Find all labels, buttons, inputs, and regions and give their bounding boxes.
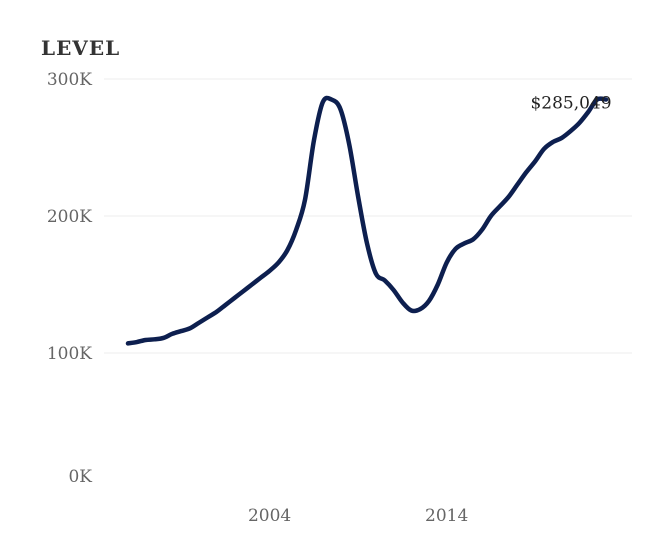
y-tick-label: 300K bbox=[47, 70, 92, 90]
x-tick-label: 2004 bbox=[248, 506, 291, 526]
end-value-label: $285,049 bbox=[530, 93, 611, 113]
x-axis-ticks: 2004 2014 bbox=[248, 506, 468, 526]
y-tick-label: 0K bbox=[68, 467, 92, 487]
series-line bbox=[125, 95, 609, 346]
chart-title: LEVEL bbox=[41, 36, 121, 60]
x-tick-label: 2014 bbox=[425, 506, 468, 526]
y-axis-ticks: 0K 100K 200K 300K bbox=[47, 70, 92, 487]
y-tick-label: 100K bbox=[47, 344, 92, 364]
y-tick-label: 200K bbox=[47, 207, 92, 227]
grid-lines bbox=[104, 78, 632, 354]
